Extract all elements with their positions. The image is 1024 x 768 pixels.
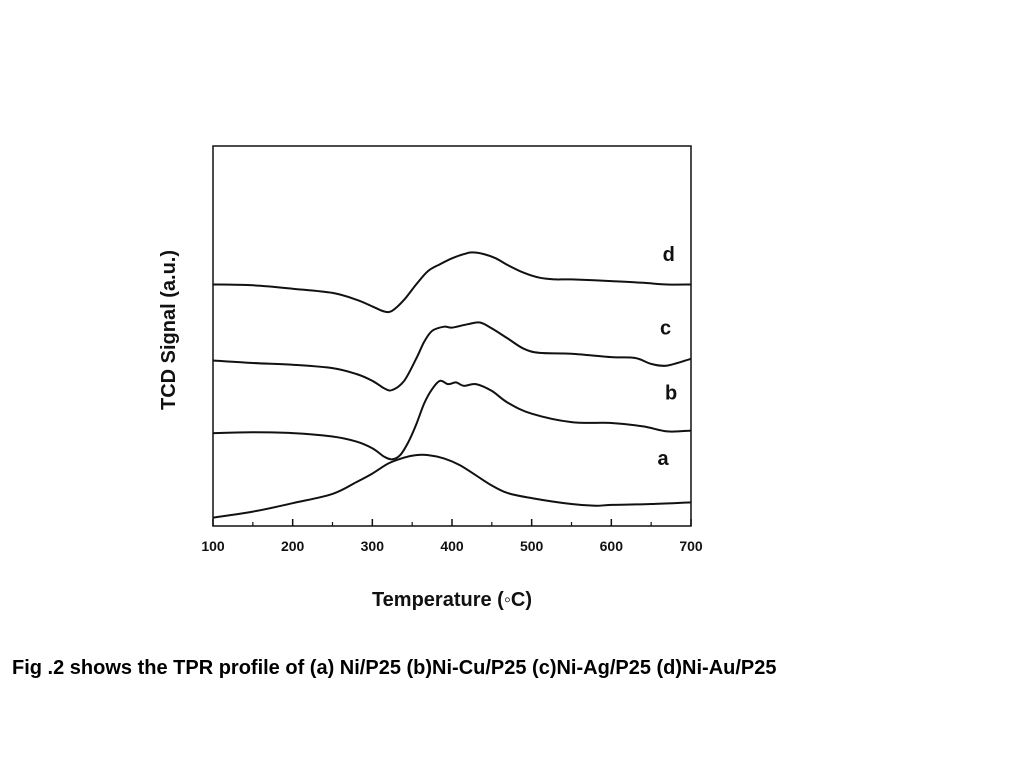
figure-panel: 100 200 300 400 500 600 700 a b c d Temperature (… (142, 118, 720, 623)
curve-label-d: d (663, 244, 675, 266)
tpr-chart: 100 200 300 400 500 600 700 a b c d Temperature (… (158, 145, 703, 611)
curve-label-b: b (665, 382, 677, 404)
plot-frame (212, 145, 692, 527)
x-tick-label: 100 (201, 538, 225, 554)
x-axis-title: Temperature (◦C) (372, 589, 532, 611)
curve-label-c: c (660, 317, 671, 339)
tpr-curves (212, 251, 692, 519)
curve-labels: a b c d (658, 244, 678, 470)
tpr-curve-a (212, 453, 692, 519)
figure-caption: Fig .2 shows the TPR profile of (a) Ni/P… (12, 657, 777, 679)
x-tick-label: 600 (600, 538, 624, 554)
tpr-curve-d (212, 251, 692, 314)
tpr-curve-b (212, 379, 692, 461)
x-tick-label: 300 (361, 538, 385, 554)
curve-label-a: a (658, 448, 670, 470)
x-tick-label: 400 (440, 538, 464, 554)
tpr-curve-c (212, 321, 692, 392)
x-tick-label: 700 (679, 538, 703, 554)
y-axis-title: TCD Signal (a.u.) (158, 250, 180, 410)
x-tick-label: 200 (281, 538, 305, 554)
x-tick-label: 500 (520, 538, 544, 554)
x-axis-ticks: 100 200 300 400 500 600 700 (201, 519, 703, 554)
